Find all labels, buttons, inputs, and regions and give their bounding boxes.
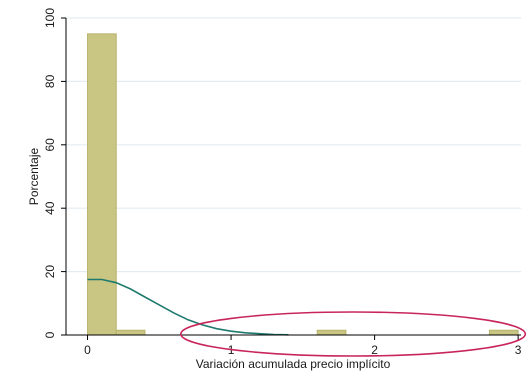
highlight-ellipse — [180, 311, 527, 357]
histogram-bar-1 — [115, 329, 146, 336]
grid-layer — [66, 17, 521, 273]
histogram-bar-3 — [488, 329, 519, 336]
bars-layer — [87, 33, 519, 336]
y-tick-label-80: 80 — [43, 74, 57, 88]
y-tick-label-60: 60 — [43, 138, 57, 152]
x-tick-label-2: 2 — [371, 343, 378, 357]
y-tick-label-100: 100 — [43, 8, 57, 28]
y-tick-label-20: 20 — [43, 265, 57, 279]
y-tick-label-40: 40 — [43, 201, 57, 215]
histogram-bar-2 — [316, 329, 347, 336]
y-tick-label-0: 0 — [43, 331, 57, 338]
y-axis-title: Porcentaje — [27, 147, 41, 205]
x-tick-label-0: 0 — [84, 343, 91, 357]
annotation-layer — [180, 311, 527, 357]
x-tick-label-3: 3 — [515, 343, 522, 357]
density-curve — [87, 278, 289, 336]
x-axis-title: Variación acumulada precio implícito — [196, 357, 391, 371]
density-curve-layer — [87, 278, 289, 336]
histogram-bar-0 — [87, 33, 117, 336]
